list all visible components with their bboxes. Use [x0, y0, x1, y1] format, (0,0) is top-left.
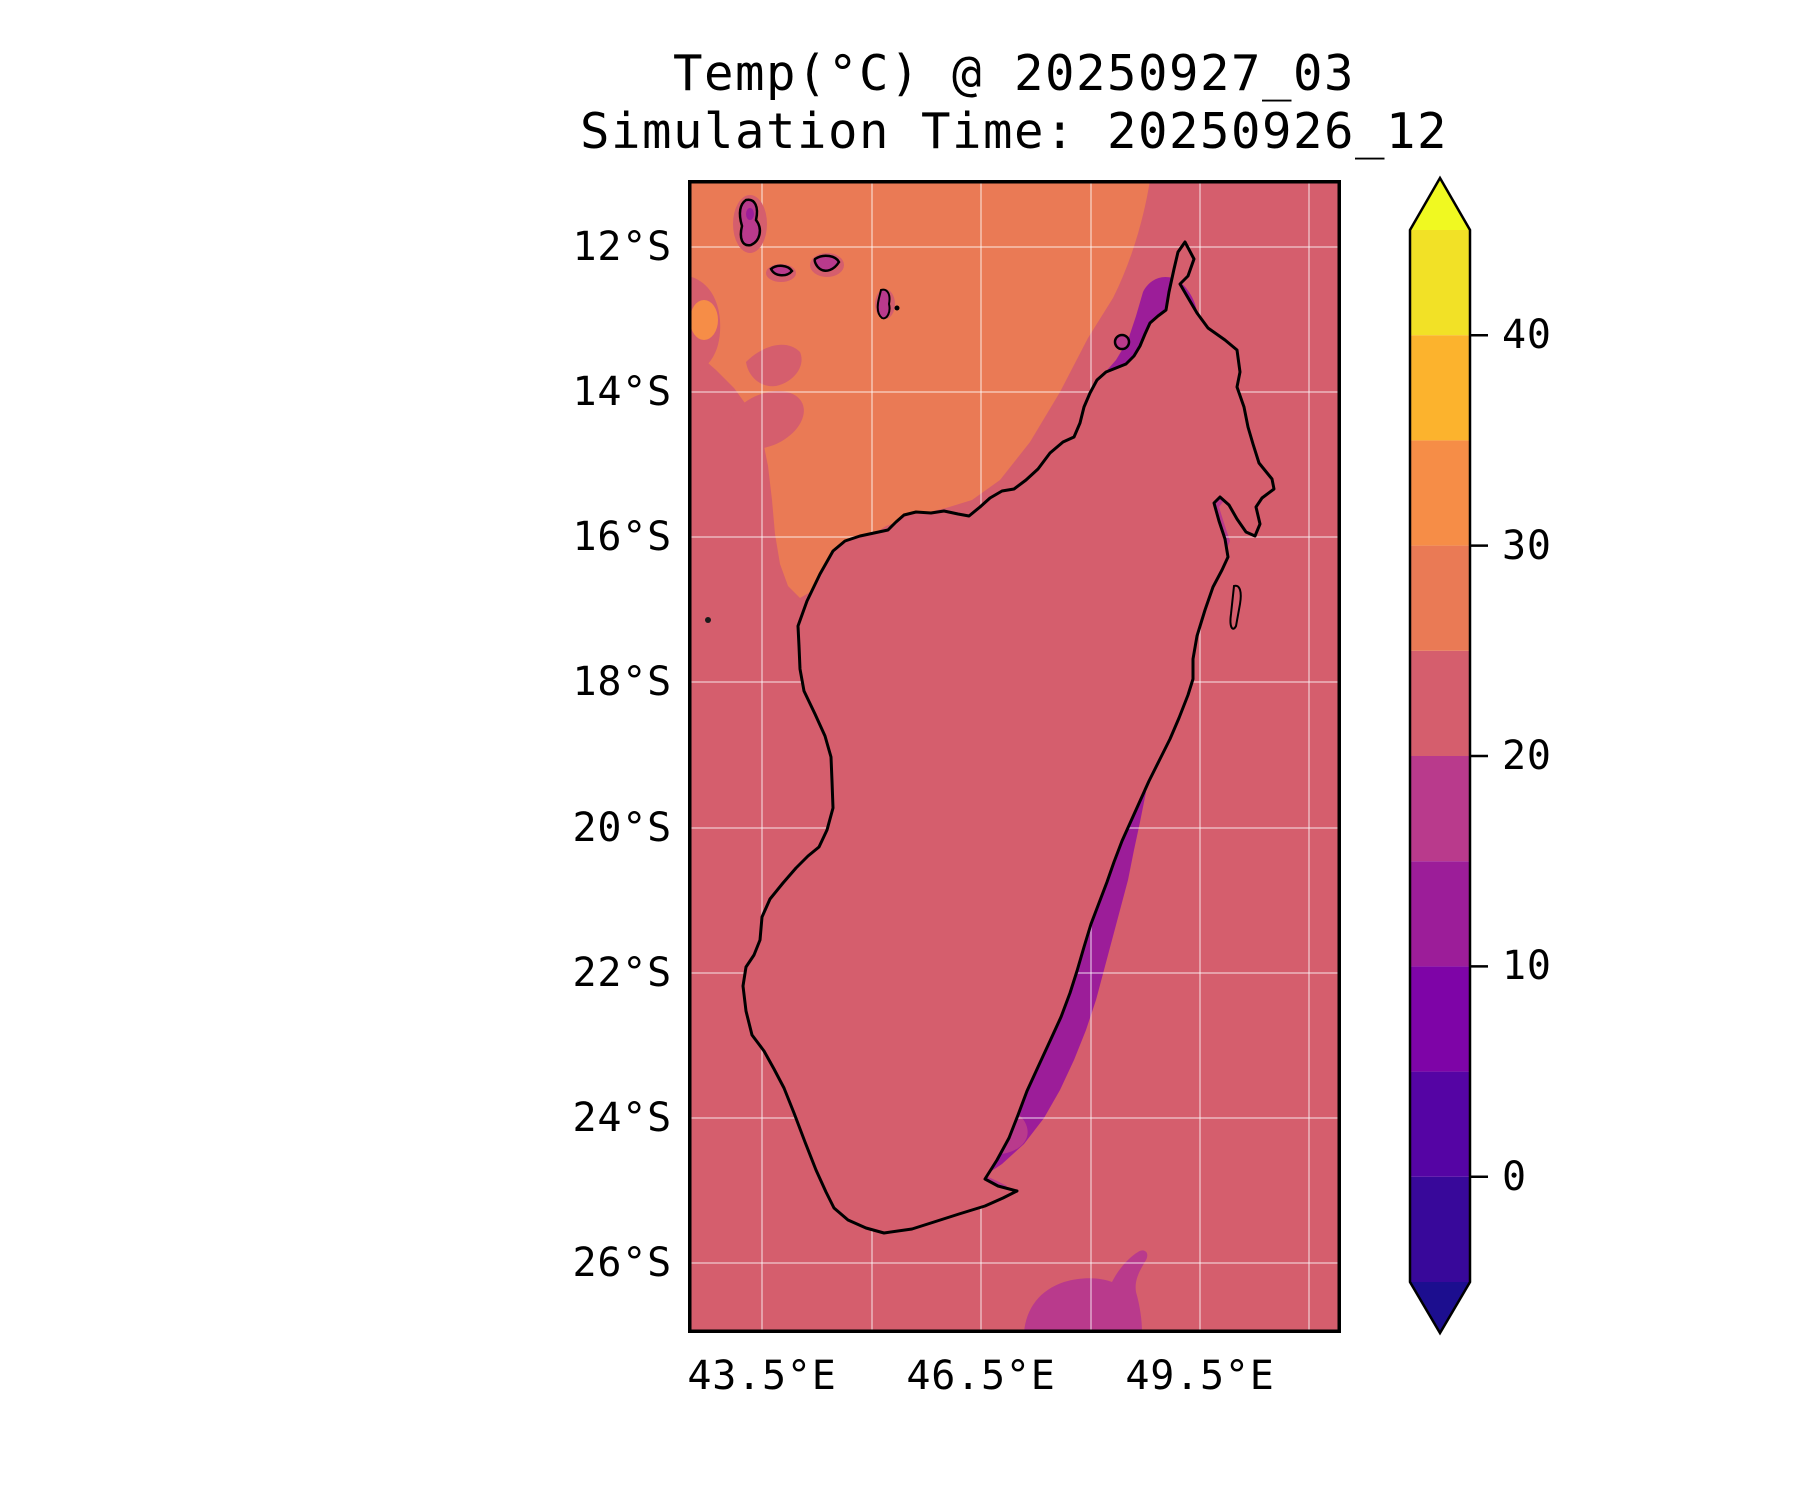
islet-dot: [894, 305, 900, 311]
plot-title-line2: Simulation Time: 20250926_12: [579, 103, 1449, 160]
islands: [705, 195, 1242, 630]
colorbar-tick-label: 30: [1502, 522, 1552, 569]
ocean-hot-fleck: [690, 300, 718, 340]
plot-title-line1: Temp(°C) @ 20250927_03: [672, 45, 1356, 102]
colorbar-band: [1410, 861, 1470, 967]
ocean-cool-patch: [728, 390, 804, 450]
island-nosy-be: [1113, 333, 1131, 351]
colorbar-tick-label: 0: [1502, 1153, 1527, 1200]
island-moheli: [769, 264, 794, 277]
y-tick-label: 12°S: [572, 224, 672, 270]
islet-dot: [705, 617, 711, 623]
colorbar-band: [1410, 756, 1470, 862]
colorbar-band: [1410, 1071, 1470, 1177]
colorbar-band: [1410, 966, 1470, 1072]
colorbar-tick-label: 40: [1502, 312, 1552, 359]
y-tick-label: 26°S: [572, 1240, 672, 1286]
y-tick-label: 18°S: [572, 659, 672, 705]
colorbar-band: [1410, 335, 1470, 441]
island-grande-comore: [738, 198, 762, 247]
colorbar-band: [1410, 440, 1470, 546]
island-mayotte: [876, 288, 891, 320]
warm-ocean-region: [688, 180, 1150, 598]
x-tick-label: 43.5°E: [687, 1353, 837, 1399]
colorbar: [1408, 175, 1488, 1336]
colorbar-band: [1410, 545, 1470, 651]
colorbar-bands: [1410, 230, 1470, 1282]
colorbar-tick-label: 10: [1502, 943, 1552, 990]
y-tick-label: 14°S: [572, 369, 672, 415]
colorbar-band: [1410, 1176, 1470, 1282]
y-tick-label: 16°S: [572, 514, 672, 560]
x-tick-label: 49.5°E: [1125, 1353, 1275, 1399]
map-border: [688, 180, 1341, 1333]
island-peak-spot: [746, 208, 754, 220]
colorbar-band: [1410, 230, 1470, 336]
ocean-cool-blob-south: [1024, 1250, 1148, 1333]
x-tick-label: 46.5°E: [906, 1353, 1056, 1399]
ocean-cool-patch: [746, 344, 802, 387]
island-anjouan: [813, 254, 841, 272]
map-panel: [688, 180, 1341, 1333]
y-tick-label: 24°S: [572, 1095, 672, 1141]
colorbar-tick-label: 20: [1502, 733, 1552, 779]
colorbar-extend-min-arrow: [1410, 1282, 1470, 1333]
colorbar-extend-max-arrow: [1410, 178, 1470, 230]
colorbar-band: [1410, 650, 1470, 756]
colorbar-outline: [1408, 175, 1472, 1336]
island-sainte-marie: [1229, 584, 1242, 630]
colorbar-ticks: [1470, 333, 1488, 1179]
y-tick-label: 22°S: [572, 950, 672, 996]
y-tick-label: 20°S: [572, 805, 672, 851]
